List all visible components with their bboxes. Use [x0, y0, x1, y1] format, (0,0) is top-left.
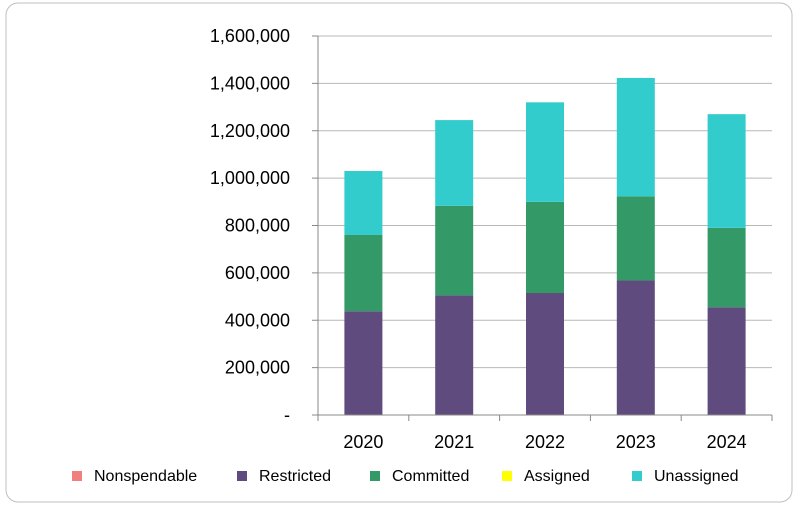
bar-unassigned-2021: [435, 120, 474, 206]
bar-restricted-2021: [435, 295, 474, 415]
bar-committed-2021: [435, 205, 474, 296]
legend-item-restricted: Restricted: [237, 468, 331, 485]
x-tick-label: 2020: [343, 432, 383, 452]
legend-swatch: [632, 471, 642, 481]
legend-swatch: [72, 471, 82, 481]
y-tick-label: 800,000: [225, 216, 290, 236]
bar-committed-2024: [707, 227, 746, 308]
y-tick-label: 400,000: [225, 310, 290, 330]
legend-item-unassigned: Unassigned: [632, 468, 739, 485]
legend-label: Unassigned: [654, 468, 739, 485]
y-tick-label: 600,000: [225, 263, 290, 283]
legend-item-nonspendable: Nonspendable: [72, 468, 197, 485]
legend-item-assigned: Assigned: [502, 468, 590, 485]
bar-restricted-2022: [526, 293, 564, 415]
x-tick-label: 2022: [525, 432, 565, 452]
y-tick-label: 1,200,000: [210, 121, 290, 141]
y-tick-label: 200,000: [225, 358, 290, 378]
legend-swatch: [502, 471, 512, 481]
bar-restricted-2020: [344, 311, 383, 415]
legend-swatch: [370, 471, 380, 481]
bar-unassigned-2023: [616, 77, 655, 197]
bar-unassigned-2024: [707, 114, 746, 228]
chart-frame: [5, 2, 793, 503]
legend-label: Nonspendable: [94, 468, 197, 485]
y-tick-label: 1,000,000: [210, 168, 290, 188]
legend-swatch: [237, 471, 247, 481]
y-tick-label: 1,400,000: [210, 73, 290, 93]
legend-label: Committed: [392, 468, 469, 485]
legend-label: Restricted: [259, 468, 331, 485]
bar-restricted-2023: [616, 280, 655, 415]
bar-restricted-2024: [707, 307, 746, 415]
bar-committed-2022: [526, 201, 564, 294]
y-tick-label: -: [284, 405, 290, 425]
bar-committed-2023: [616, 196, 655, 281]
legend-item-committed: Committed: [370, 468, 469, 485]
bar-unassigned-2020: [344, 171, 383, 235]
bar-committed-2020: [344, 234, 383, 312]
x-tick-label: 2021: [434, 432, 474, 452]
x-tick-label: 2024: [707, 432, 747, 452]
y-tick-label: 1,600,000: [210, 26, 290, 46]
x-tick-label: 2023: [616, 432, 656, 452]
legend-label: Assigned: [524, 468, 590, 485]
bar-unassigned-2022: [526, 102, 564, 202]
